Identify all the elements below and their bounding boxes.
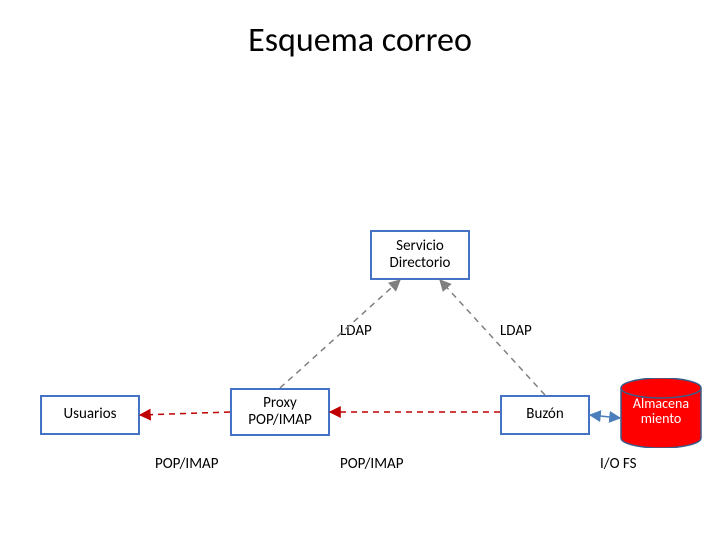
node-users: Usuarios xyxy=(40,395,140,435)
diagram-title: Esquema correo xyxy=(0,20,720,61)
node-storage-cylinder: Almacenamiento xyxy=(620,378,702,448)
edge-label-ldap-right: LDAP xyxy=(500,322,532,340)
edge-label-iofs: I/O FS xyxy=(600,455,636,473)
edge-label-pop-right: POP/IMAP xyxy=(340,455,403,473)
edge-label-pop-left: POP/IMAP xyxy=(155,455,218,473)
node-directory-label: ServicioDirectorio xyxy=(390,238,451,273)
node-proxy-label: ProxyPOP/IMAP xyxy=(248,395,311,430)
node-proxy: ProxyPOP/IMAP xyxy=(230,388,330,436)
node-buzon-label: Buzón xyxy=(526,406,563,423)
node-buzon: Buzón xyxy=(500,395,590,435)
node-directory: ServicioDirectorio xyxy=(370,230,470,280)
node-storage-label: Almacenamiento xyxy=(620,396,702,427)
node-users-label: Usuarios xyxy=(63,406,116,423)
edge-label-ldap-left: LDAP xyxy=(340,322,372,340)
